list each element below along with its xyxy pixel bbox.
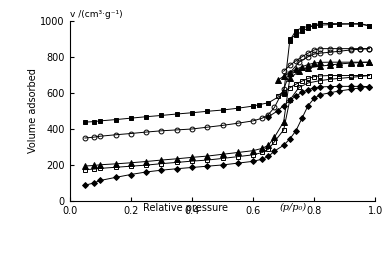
Text: (p/p₀): (p/p₀)	[279, 203, 307, 212]
Text: Relative pressure: Relative pressure	[143, 203, 228, 213]
Text: v /(cm³·g⁻¹): v /(cm³·g⁻¹)	[70, 10, 122, 19]
Y-axis label: Volume adsorbed: Volume adsorbed	[27, 69, 38, 153]
